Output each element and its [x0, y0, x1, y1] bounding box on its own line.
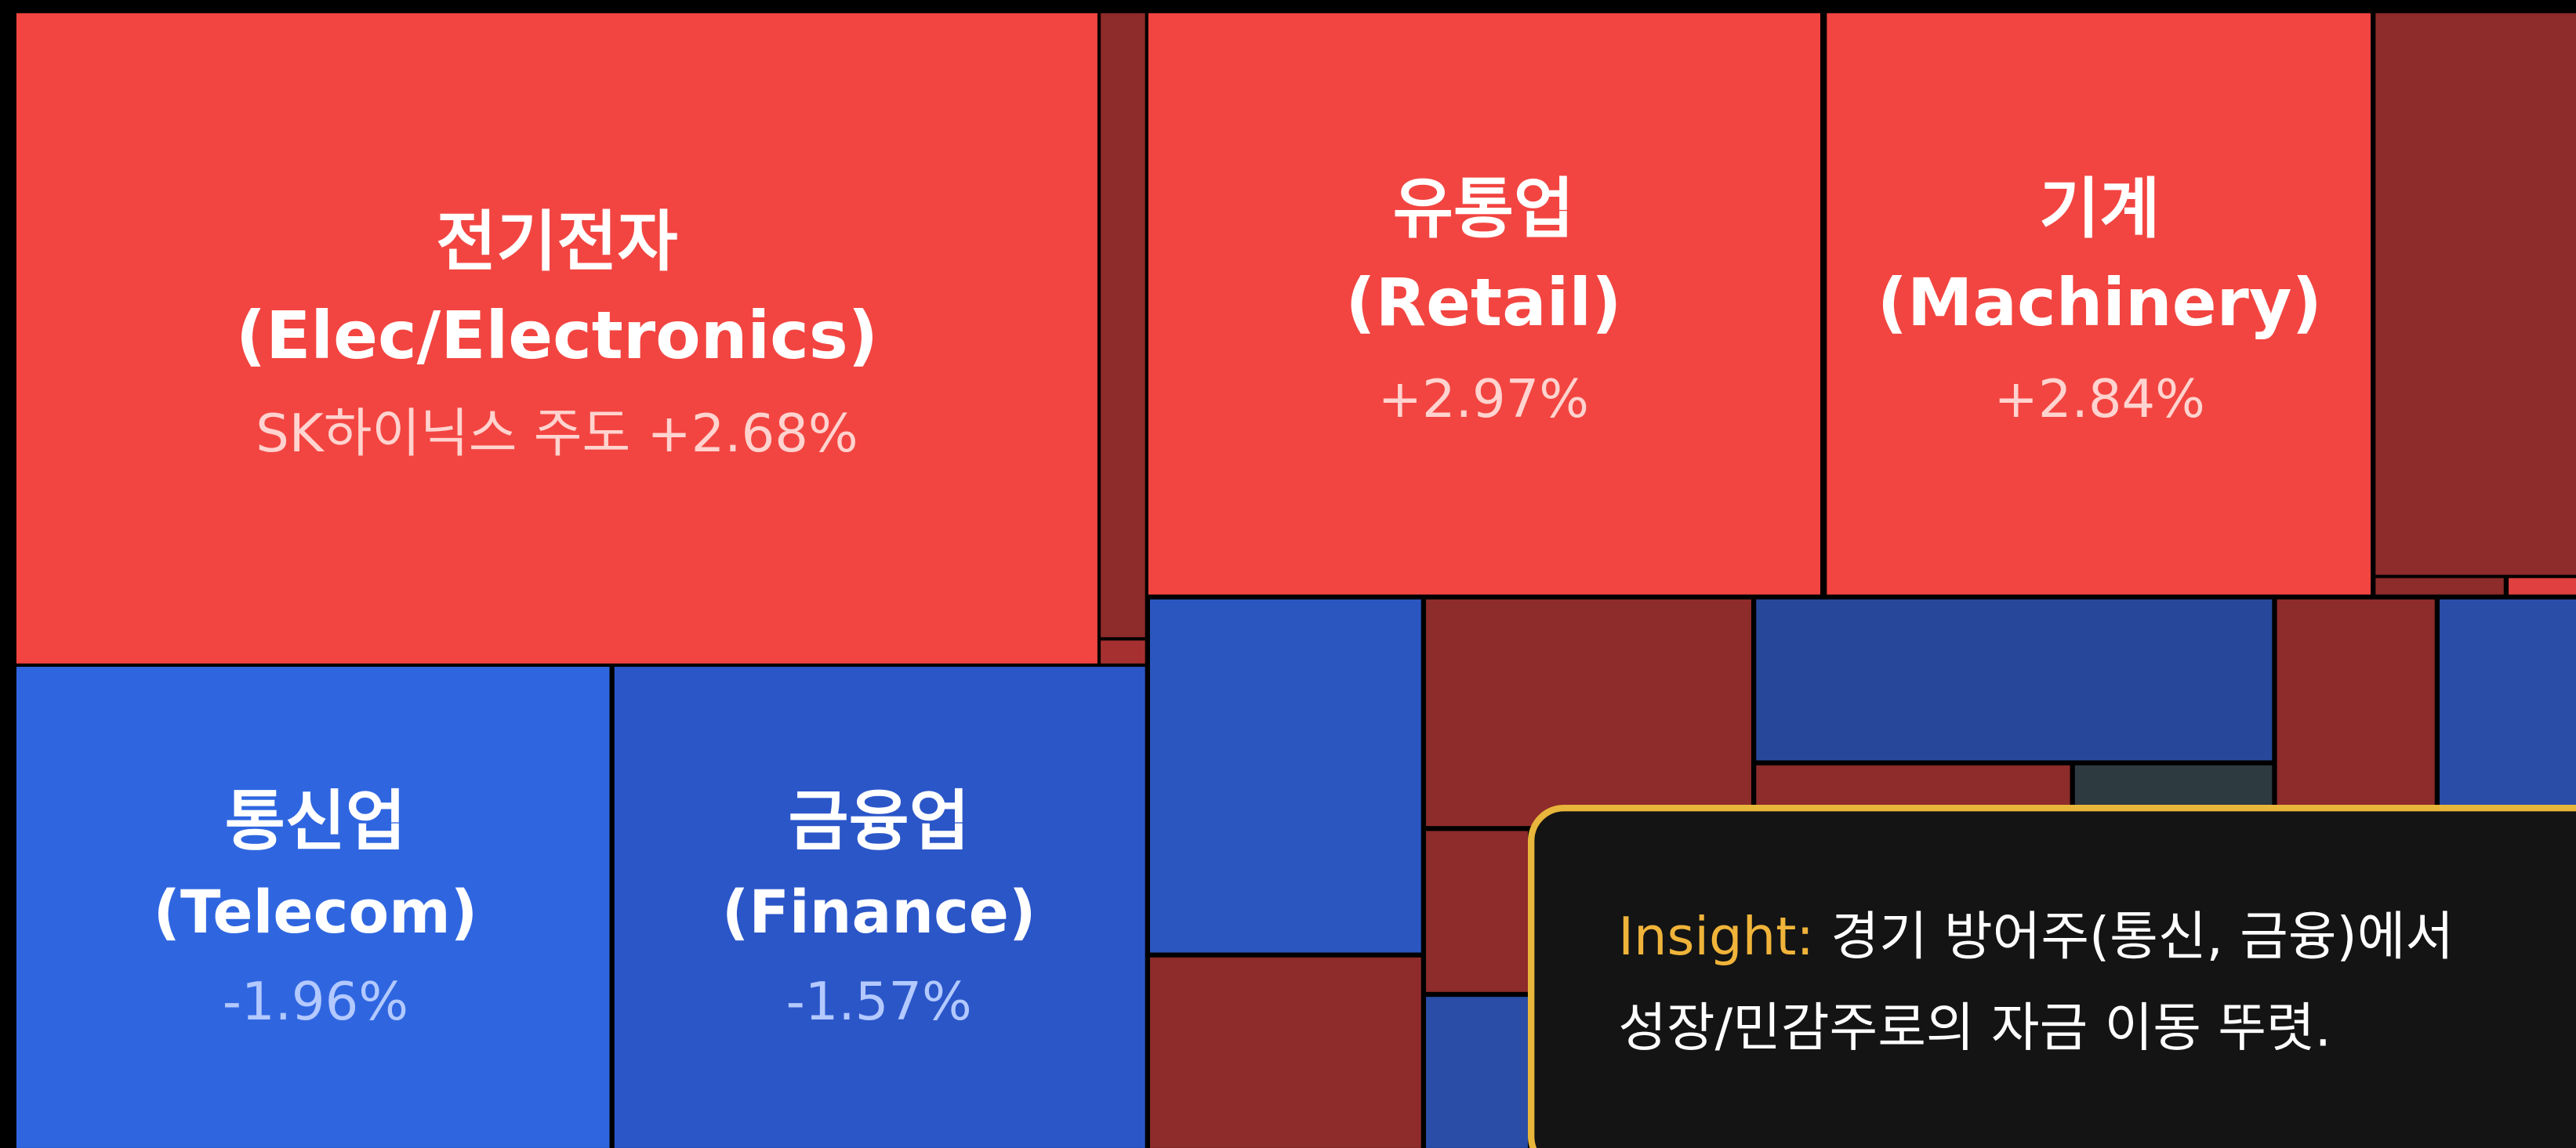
- tile-subtitle: (Elec/Electronics): [236, 297, 878, 374]
- tile-subtitle: (Telecom): [154, 878, 478, 947]
- insight-text: Insight: 경기 방어주(통신, 금융)에서 성장/민감주로의 자금 이동…: [1618, 905, 2454, 1058]
- insight-line: Insight: 경기 방어주(통신, 금융)에서: [1618, 905, 2454, 966]
- tile-elec: [16, 13, 1098, 664]
- tile: [2375, 578, 2504, 595]
- tile: [1426, 831, 1528, 992]
- tile-note: -1.96%: [223, 971, 408, 1032]
- tile: [1756, 599, 2273, 761]
- tile-note: +2.97%: [1378, 368, 1589, 429]
- tile-note: SK하이닉스 주도 +2.68%: [256, 403, 858, 464]
- tile: [1426, 599, 1751, 827]
- insight-line2: 성장/민감주로의 자금 이동 뚜렷.: [1618, 998, 2331, 1059]
- tile: [1101, 640, 1145, 664]
- tile-telecom: [16, 666, 610, 1148]
- tile-name: 통신업: [225, 783, 406, 860]
- tile: [1101, 13, 1145, 638]
- tile-machinery: [1827, 13, 2371, 595]
- tile-subtitle: (Machinery): [1878, 264, 2322, 341]
- tile: [1149, 599, 1421, 953]
- tile: [2375, 13, 2576, 575]
- tile-name: 유통업: [1393, 170, 1574, 247]
- tile: [1149, 957, 1421, 1148]
- tile-note: +2.84%: [1994, 368, 2205, 429]
- tile: [1426, 997, 1528, 1148]
- tile: [2277, 599, 2435, 815]
- insight-line1: 경기 방어주(통신, 금융)에서: [1814, 905, 2454, 966]
- tile: [2440, 599, 2576, 815]
- tile: [2509, 578, 2576, 595]
- tile-name: 전기전자: [436, 203, 677, 280]
- tile-subtitle: (Finance): [722, 878, 1036, 947]
- tile-note: -1.57%: [786, 971, 972, 1032]
- tile-retail: [1148, 13, 1820, 595]
- tile-finance: [614, 666, 1145, 1148]
- insight-label: Insight:: [1618, 905, 1814, 966]
- tile-name: 금융업: [789, 783, 970, 860]
- insight-box: [1527, 804, 2576, 1148]
- tile-name: 기계: [2039, 170, 2160, 247]
- tile-subtitle: (Retail): [1345, 264, 1621, 341]
